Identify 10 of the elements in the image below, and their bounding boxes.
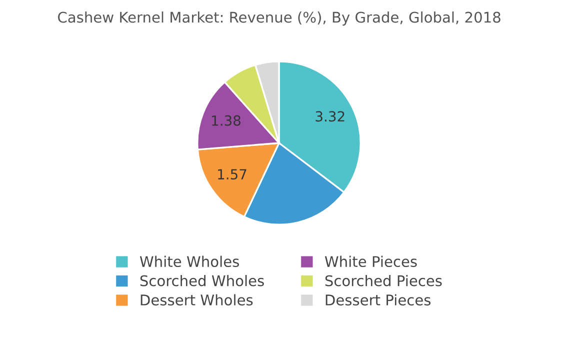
data-label: 3.32	[316, 111, 344, 122]
legend-label: Dessert Wholes	[140, 294, 253, 306]
legend-label: Scorched Pieces	[325, 274, 442, 286]
data-label: 1.57	[218, 169, 246, 180]
legend-label: White Pieces	[324, 256, 417, 268]
legend-label: Scorched Wholes	[140, 274, 264, 286]
legend-label: White Wholes	[140, 256, 239, 268]
data-label: 1.38	[212, 115, 240, 126]
chart-title: Cashew Kernel Market: Revenue (%), By Grade, Global, 2018	[58, 11, 500, 26]
legend-label: Dessert Pieces	[326, 294, 431, 306]
